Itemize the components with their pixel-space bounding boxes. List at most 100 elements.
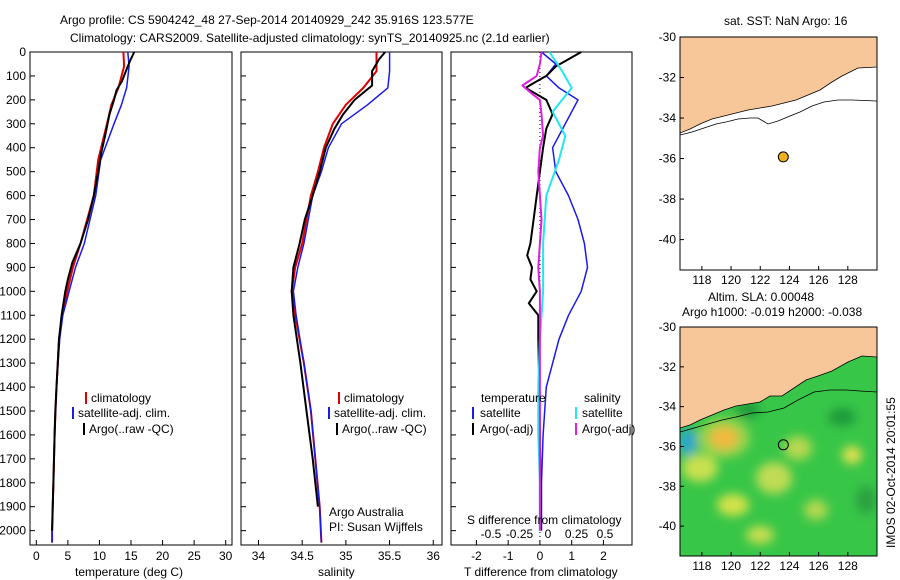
lat-tick-label: -30 bbox=[659, 30, 677, 44]
sla-blob bbox=[746, 526, 774, 544]
depth-tick-label: 1400 bbox=[0, 380, 26, 394]
sla-blob bbox=[680, 428, 697, 456]
argo-float-marker bbox=[777, 439, 789, 451]
legend-s-satellite-label: satellite bbox=[582, 406, 623, 420]
legend-s-argo-label: Argo(-adj) bbox=[582, 422, 635, 436]
sla-blob bbox=[804, 500, 828, 520]
legend-climatology-label: climatology bbox=[344, 391, 404, 405]
temperature-profiles bbox=[51, 51, 136, 543]
x-tick-label: 25 bbox=[187, 549, 201, 563]
depth-tick-label: 2000 bbox=[0, 524, 26, 538]
map1-title: sat. SST: NaN Argo: 16 bbox=[724, 14, 848, 28]
x-tick-label: 35 bbox=[339, 549, 353, 563]
temperature-panel-frame bbox=[29, 51, 233, 546]
legend-salinity-heading: salinity bbox=[584, 391, 621, 405]
lat-tick-label: -34 bbox=[659, 400, 677, 414]
sla-blob bbox=[717, 494, 749, 516]
depth-tick-label: 1000 bbox=[0, 284, 26, 298]
lat-tick-label: -36 bbox=[659, 152, 677, 166]
temperature-legend: climatology satellite-adj. clim. Argo(..… bbox=[72, 391, 174, 436]
temperature-axes: 0 5 10 15 20 25 300100200300400500600700800900… bbox=[0, 45, 233, 563]
map2-coastline bbox=[680, 355, 877, 429]
lat-tick-label: -38 bbox=[659, 479, 677, 493]
depth-tick-label: 600 bbox=[6, 189, 26, 203]
map2-content bbox=[680, 327, 877, 556]
sla-blob bbox=[856, 486, 876, 514]
sla-blob bbox=[784, 436, 812, 460]
depth-tick-label: 1300 bbox=[0, 356, 26, 370]
credit-line-2: PI: Susan Wijffels bbox=[329, 520, 423, 534]
x-tick-label: -2 bbox=[471, 549, 482, 563]
x-tick-label: -1 bbox=[503, 549, 514, 563]
depth-tick-label: 1900 bbox=[0, 500, 26, 514]
legend-t-argo-label: Argo(-adj) bbox=[480, 422, 533, 436]
depth-tick-label: 700 bbox=[6, 213, 26, 227]
lat-tick-label: -40 bbox=[659, 233, 677, 247]
map2-sla-blobs bbox=[680, 402, 876, 544]
sla-blob bbox=[736, 402, 760, 418]
lon-tick-label: 128 bbox=[838, 559, 858, 573]
x-tick-label: 34.5 bbox=[290, 549, 314, 563]
depth-tick-label: 0 bbox=[19, 45, 26, 59]
title-line-2: Climatology: CARS2009. Satellite-adjuste… bbox=[70, 31, 550, 45]
salinity-profiles bbox=[290, 51, 391, 543]
x-tick-label: 10 bbox=[93, 549, 107, 563]
map2-frame bbox=[679, 326, 878, 557]
lat-tick-label: -34 bbox=[659, 111, 677, 125]
s-difference-tick-label: -0.5 bbox=[481, 527, 502, 541]
lat-tick-label: -38 bbox=[659, 192, 677, 206]
depth-tick-label: 200 bbox=[6, 93, 26, 107]
x-tick-label: 15 bbox=[124, 549, 138, 563]
depth-tick-label: 300 bbox=[6, 117, 26, 131]
map1-axes: 118 120 122 124 126 128 -30 -32 -34 -36 -38 -40 bbox=[659, 30, 858, 287]
x-tick-label: 35.5 bbox=[378, 549, 402, 563]
legend-satellite-label: satellite-adj. clim. bbox=[78, 406, 170, 420]
legend-argo-label: Argo(..raw -QC) bbox=[342, 422, 427, 436]
lat-tick-label: -32 bbox=[659, 71, 677, 85]
argo-float-marker bbox=[777, 151, 789, 163]
lon-tick-label: 120 bbox=[721, 559, 741, 573]
depth-tick-label: 500 bbox=[6, 165, 26, 179]
lat-tick-label: -32 bbox=[659, 360, 677, 374]
legend-t-satellite-label: satellite bbox=[480, 406, 521, 420]
legend-climatology-label: climatology bbox=[91, 391, 151, 405]
s-difference-tick-label: 0.25 bbox=[565, 527, 589, 541]
lat-tick-label: -30 bbox=[659, 320, 677, 334]
map2-isobath bbox=[680, 389, 877, 433]
sla-blob bbox=[828, 408, 856, 426]
x-tick-label: 2 bbox=[600, 549, 607, 563]
depth-tick-label: 1500 bbox=[0, 404, 26, 418]
lon-tick-label: 118 bbox=[692, 559, 711, 573]
x-tick-label: 0 bbox=[33, 549, 40, 563]
series-line-salinity-satellite bbox=[537, 51, 573, 531]
x-tick-label: 5 bbox=[65, 549, 72, 563]
lat-tick-label: -36 bbox=[659, 439, 677, 453]
difference-axes: -2 -1 0 1 2-0.5 -0.25 0 0.25 0.5 bbox=[451, 51, 614, 563]
lon-tick-label: 128 bbox=[838, 273, 858, 287]
x-tick-label: 36 bbox=[427, 549, 441, 563]
s-difference-tick-label: 0.5 bbox=[597, 527, 614, 541]
salinity-panel-frame bbox=[240, 51, 443, 546]
map1-content bbox=[680, 37, 877, 136]
x-tick-label: 0 bbox=[537, 549, 544, 563]
lon-tick-label: 122 bbox=[750, 273, 770, 287]
legend-argo-label: Argo(..raw -QC) bbox=[89, 422, 174, 436]
lon-tick-label: 126 bbox=[809, 273, 829, 287]
map2-title-line-1: Altim. SLA: 0.00048 bbox=[708, 290, 814, 304]
map1-isobath bbox=[680, 99, 877, 136]
depth-tick-label: 400 bbox=[6, 141, 26, 155]
lon-tick-label: 122 bbox=[750, 559, 770, 573]
salinity-legend: climatology satellite-adj. clim. Argo(..… bbox=[328, 391, 427, 534]
sla-blob bbox=[698, 418, 750, 458]
series-line-temperature-argo-adj- bbox=[524, 51, 582, 531]
depth-tick-label: 900 bbox=[6, 260, 26, 274]
salinity-axes: 34 34.5 35 35.5 36 bbox=[241, 51, 441, 563]
series-line-argo-raw-qc- bbox=[290, 51, 386, 507]
legend-satellite-label: satellite-adj. clim. bbox=[334, 406, 426, 420]
sla-blob bbox=[842, 446, 862, 464]
s-difference-tick-label: -0.25 bbox=[506, 527, 534, 541]
sla-blob bbox=[756, 462, 792, 494]
depth-tick-label: 1200 bbox=[0, 332, 26, 346]
depth-tick-label: 800 bbox=[6, 236, 26, 250]
